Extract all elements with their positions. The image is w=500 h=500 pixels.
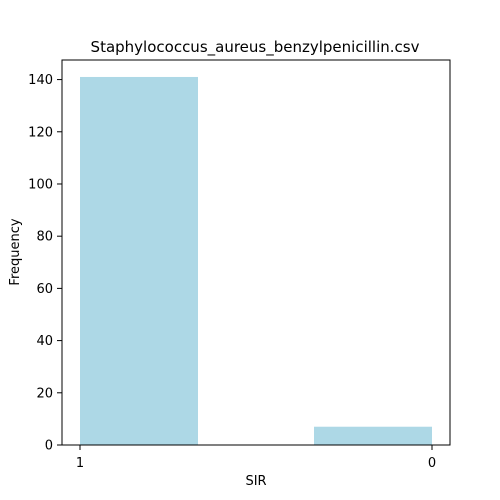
y-tick-label: 60 <box>36 282 53 297</box>
y-tick-label: 100 <box>28 177 53 192</box>
y-tick-label: 20 <box>36 386 53 401</box>
y-tick-label: 140 <box>28 73 53 88</box>
bar-0 <box>314 426 432 445</box>
plot-frame <box>61 59 451 446</box>
y-tick-label: 40 <box>36 334 53 349</box>
bar-1 <box>80 76 198 446</box>
y-tick-label: 120 <box>28 125 53 140</box>
y-tick-label: 0 <box>45 439 53 454</box>
bars-group <box>80 76 432 446</box>
y-axis-label: Frequency <box>8 218 23 285</box>
y-axis-ticks: 0 20 40 60 80 100 120 140 <box>28 73 62 454</box>
x-tick-label: 1 <box>76 456 84 471</box>
chart-title: Staphylococcus_aureus_benzylpenicillin.c… <box>91 38 420 57</box>
x-tick-label: 0 <box>428 456 436 471</box>
x-axis-label: SIR <box>245 474 266 489</box>
y-tick-label: 80 <box>36 230 53 245</box>
